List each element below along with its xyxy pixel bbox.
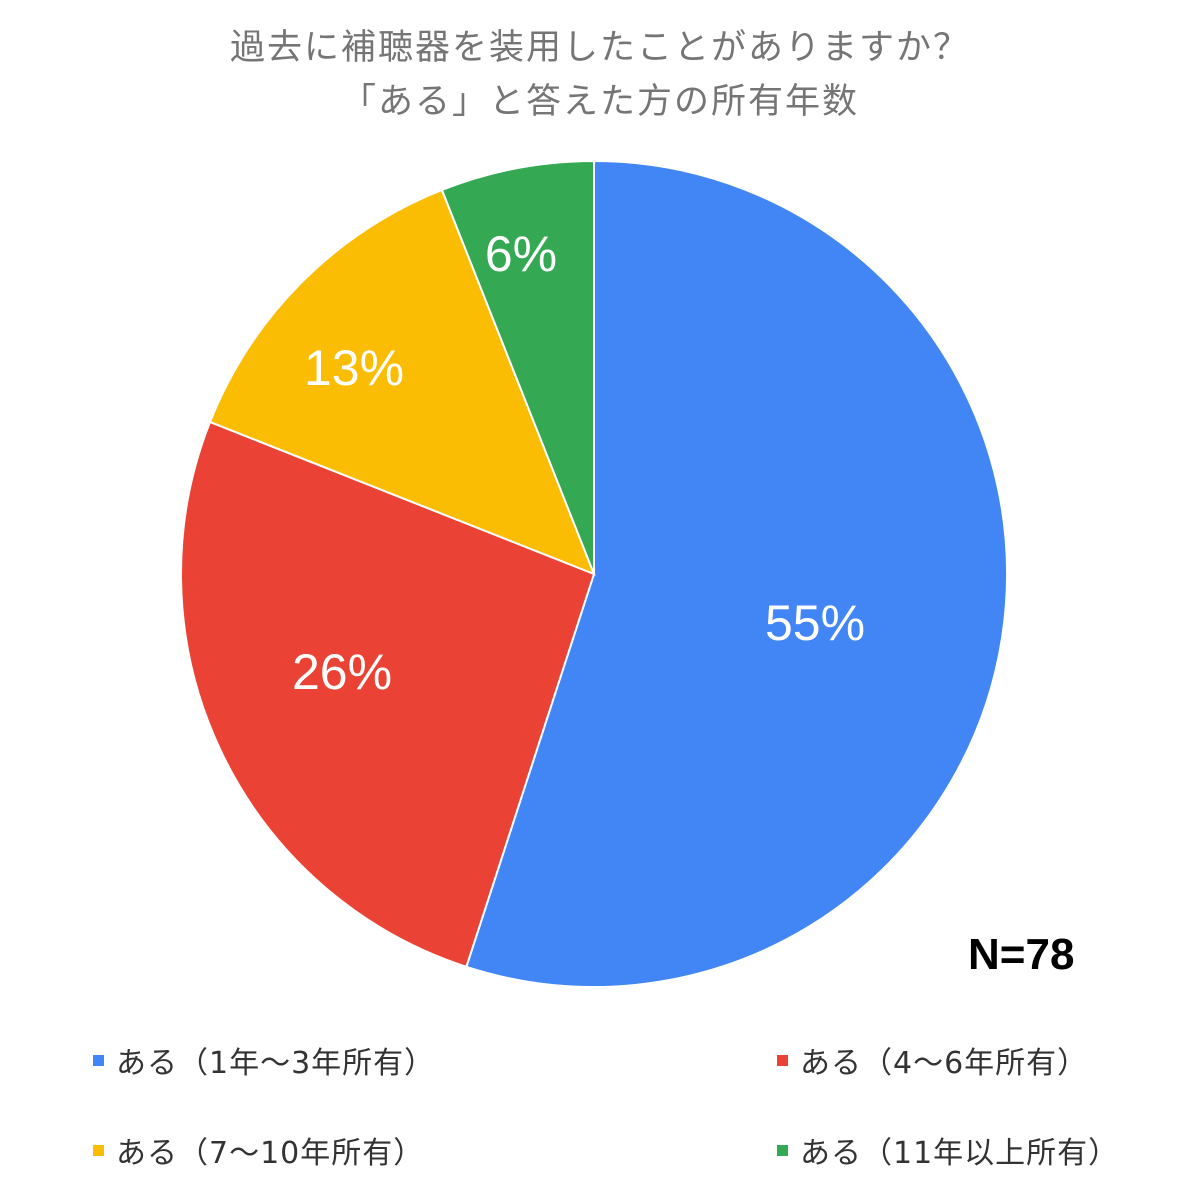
legend-label: ある（1年〜3年所有）	[116, 1046, 436, 1081]
legend-label: ある（7〜10年所有）	[116, 1136, 425, 1171]
legend-swatch	[777, 1054, 788, 1066]
slice-label-11-plus-years: 6%	[485, 226, 557, 282]
pie-slice-11-plus-years	[440, 159, 595, 575]
slice-label-1-3-years: 55%	[765, 595, 865, 651]
chart-title-line-2: 「ある」と答えた方の所有年数	[340, 82, 859, 122]
pie-slice-4-6-years	[180, 420, 596, 969]
legend-item-7-10-years: ある（7〜10年所有）	[93, 1130, 425, 1171]
legend-item-1-3-years: ある（1年〜3年所有）	[93, 1040, 436, 1081]
slice-label-7-10-years: 13%	[304, 340, 404, 396]
slice-label-4-6-years: 26%	[292, 644, 392, 700]
legend-item-11-plus-years: ある（11年以上所有）	[777, 1130, 1120, 1171]
legend-swatch	[93, 1144, 104, 1156]
legend-swatch	[93, 1054, 104, 1066]
pie-slice-1-3-years	[465, 159, 1008, 988]
legend-label: ある（11年以上所有）	[800, 1136, 1120, 1171]
legend-label: ある（4〜6年所有）	[800, 1046, 1089, 1081]
sample-size-label: N=78	[968, 930, 1075, 979]
chart-title-line-1: 過去に補聴器を装用したことがありますか？	[229, 28, 970, 68]
legend-swatch	[777, 1144, 788, 1156]
legend-item-4-6-years: ある（4〜6年所有）	[777, 1040, 1089, 1081]
pie-slice-7-10-years	[208, 188, 596, 576]
